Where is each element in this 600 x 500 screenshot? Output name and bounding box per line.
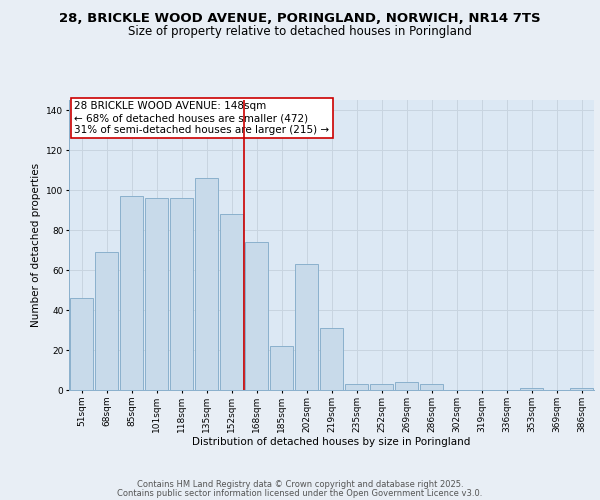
Text: Size of property relative to detached houses in Poringland: Size of property relative to detached ho… xyxy=(128,25,472,38)
Bar xyxy=(245,242,268,390)
Bar xyxy=(269,346,293,390)
X-axis label: Distribution of detached houses by size in Poringland: Distribution of detached houses by size … xyxy=(193,438,470,448)
Bar xyxy=(170,198,193,390)
Bar xyxy=(220,214,244,390)
Bar xyxy=(295,264,319,390)
Text: Contains public sector information licensed under the Open Government Licence v3: Contains public sector information licen… xyxy=(118,489,482,498)
Bar xyxy=(370,384,394,390)
Bar xyxy=(194,178,218,390)
Bar xyxy=(95,252,118,390)
Bar xyxy=(70,298,94,390)
Text: Contains HM Land Registry data © Crown copyright and database right 2025.: Contains HM Land Registry data © Crown c… xyxy=(137,480,463,489)
Bar xyxy=(119,196,143,390)
Bar xyxy=(419,384,443,390)
Bar xyxy=(320,328,343,390)
Text: 28 BRICKLE WOOD AVENUE: 148sqm
← 68% of detached houses are smaller (472)
31% of: 28 BRICKLE WOOD AVENUE: 148sqm ← 68% of … xyxy=(74,102,329,134)
Text: 28, BRICKLE WOOD AVENUE, PORINGLAND, NORWICH, NR14 7TS: 28, BRICKLE WOOD AVENUE, PORINGLAND, NOR… xyxy=(59,12,541,26)
Y-axis label: Number of detached properties: Number of detached properties xyxy=(31,163,41,327)
Bar xyxy=(569,388,593,390)
Bar xyxy=(520,388,544,390)
Bar xyxy=(145,198,169,390)
Bar xyxy=(344,384,368,390)
Bar xyxy=(395,382,418,390)
